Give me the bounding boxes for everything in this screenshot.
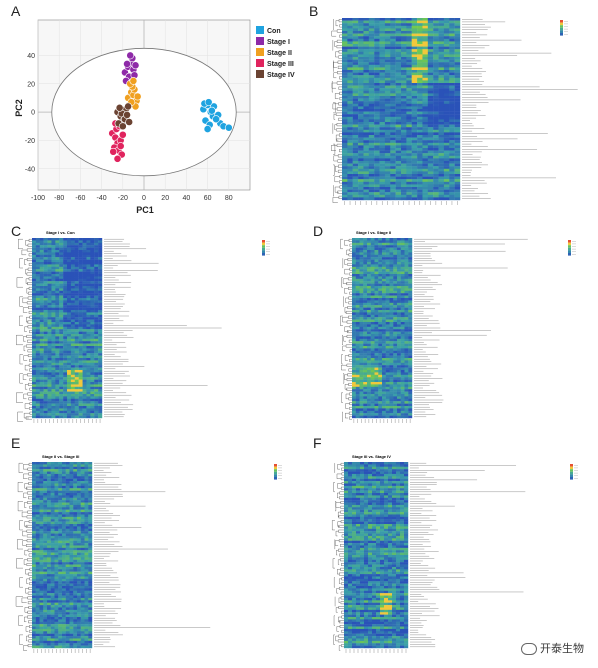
heatmap-f [332,462,578,653]
heatmap-cells [32,238,103,419]
confidence-ellipse [51,47,237,177]
column-labels [33,649,91,653]
heatmap-c-title: Stage I vs. Con [46,230,75,235]
x-tick-label: 80 [225,195,233,202]
heatmap-cells [32,462,93,649]
data-point [109,147,118,156]
row-labels [94,463,211,647]
x-tick-label: 40 [183,195,191,202]
data-point [124,102,133,111]
heatmap-cells [344,462,409,649]
pca-score-plot: -100 -80 -60 -40 -20 0 20 40 60 80 -40 -20 0 20 40 PC… [14,19,295,215]
row-labels [410,463,526,647]
legend-swatch [256,70,264,78]
legend-label: Stage IV [267,72,295,79]
data-point [133,92,142,101]
data-point [131,61,140,70]
watermark-text: 开泰生物 [540,642,584,655]
row-dendrogram [16,239,32,422]
panel-letter-b: B [309,3,319,19]
panel-letter-e: E [11,435,21,451]
legend-swatch [256,48,264,56]
row-dendrogram [340,239,352,422]
x-tick-label: 60 [204,195,212,202]
y-tick-label: 20 [27,81,35,88]
data-point [116,142,125,150]
x-tick-label: -40 [97,195,107,202]
column-labels [345,649,407,653]
watermark: 开泰生物 [521,640,584,656]
legend-label: Stage I [267,39,290,46]
data-point [125,118,134,126]
x-tick-label: -80 [54,195,64,202]
data-point [113,154,122,163]
x-tick-label: 0 [142,195,146,202]
legend-label: Con [267,28,281,35]
row-labels [462,19,578,199]
color-key [262,240,270,256]
column-labels [344,201,458,205]
x-tick-label: -60 [75,195,85,202]
x-tick-label: -100 [31,195,45,202]
heatmap-e-title: Stage II vs. Stage III [42,454,80,459]
heatmap-d [340,238,576,423]
legend-swatch [256,59,264,67]
x-axis-title: PC1 [136,205,154,215]
heatmap-d-title: Stage I vs. Stage II [356,230,392,235]
column-labels [353,419,411,423]
data-point [115,103,124,112]
data-point [203,125,212,133]
data-point [204,98,213,107]
heatmap-e [15,462,282,653]
y-tick-label: 40 [27,53,35,60]
legend-swatch [256,26,264,34]
data-point [118,130,127,139]
row-dendrogram [332,463,344,651]
heatmap-b [331,18,578,205]
legend-label: Stage III [267,61,294,68]
panel-letter-c: C [11,223,22,239]
legend-swatch [256,37,264,45]
data-point [224,123,233,132]
legend-label: Stage II [267,50,292,57]
wechat-icon [521,643,537,655]
heatmap-cells [352,238,413,419]
panel-letter-a: A [11,3,21,19]
color-key [274,464,282,480]
legend: Con Stage I Stage II Stage III Stage IV [256,26,295,79]
y-tick-label: -20 [25,138,35,145]
color-key [568,240,576,256]
row-labels [414,239,528,417]
y-tick-label: -40 [25,166,35,173]
data-point [118,122,127,131]
heatmap-f-title: Stage III vs. Stage IV [352,454,391,459]
data-point [123,60,131,68]
data-point [212,115,220,124]
data-point [126,51,135,60]
row-dendrogram [15,463,32,651]
heatmap-c [16,238,270,423]
panel-letter-d: D [313,223,324,239]
y-tick-label: 0 [31,110,35,117]
x-tick-label: -20 [118,195,128,202]
heatmap-cells [342,18,461,201]
column-labels [33,419,101,423]
y-axis-title: PC2 [14,99,24,117]
data-point [123,111,131,119]
x-tick-label: 20 [161,195,169,202]
row-labels [104,239,222,417]
data-point [207,106,216,115]
data-point [129,77,138,85]
color-key [570,464,578,480]
color-key [560,20,568,36]
panel-letter-f: F [313,435,322,451]
row-dendrogram [331,19,342,203]
